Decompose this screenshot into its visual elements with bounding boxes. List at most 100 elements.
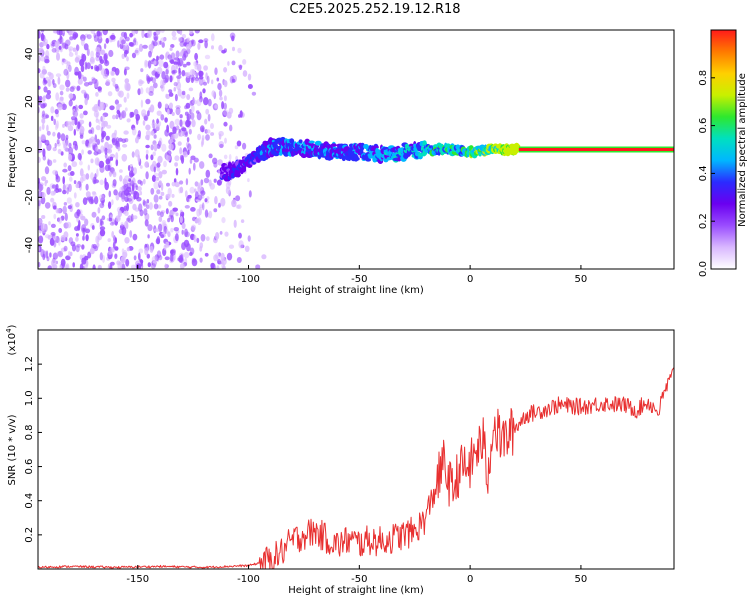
noise-speckle <box>221 101 225 110</box>
noise-speckle <box>216 265 220 269</box>
noise-speckle <box>171 70 176 74</box>
noise-speckle <box>197 194 203 201</box>
noise-speckle <box>53 205 57 210</box>
noise-speckle <box>58 217 63 224</box>
noise-speckle <box>96 168 99 177</box>
noise-speckle <box>127 165 131 172</box>
noise-speckle <box>164 263 167 269</box>
noise-speckle <box>79 113 84 119</box>
noise-speckle <box>161 41 165 48</box>
noise-speckle <box>40 133 46 142</box>
noise-speckle <box>150 154 154 161</box>
noise-speckle <box>64 43 69 50</box>
noise-speckle <box>112 179 117 187</box>
noise-speckle <box>234 145 239 150</box>
noise-speckle <box>132 203 137 211</box>
noise-speckle <box>153 194 159 203</box>
noise-speckle <box>142 44 148 49</box>
noise-speckle <box>134 30 139 35</box>
noise-speckle <box>109 171 112 177</box>
noise-speckle <box>79 168 84 177</box>
noise-speckle <box>99 179 104 186</box>
noise-speckle <box>59 264 63 269</box>
noise-speckle <box>81 244 85 250</box>
noise-speckle <box>91 191 96 195</box>
noise-speckle <box>75 236 79 242</box>
noise-speckle <box>210 123 214 129</box>
noise-speckle <box>133 167 137 175</box>
noise-speckle <box>132 233 138 241</box>
noise-speckle <box>201 202 205 211</box>
noise-speckle <box>168 200 173 207</box>
noise-speckle <box>170 249 174 255</box>
noise-speckle <box>80 65 85 73</box>
noise-speckle <box>197 42 201 50</box>
noise-speckle <box>52 79 55 85</box>
noise-speckle <box>112 241 116 249</box>
noise-speckle <box>156 189 161 195</box>
noise-speckle <box>57 103 63 111</box>
noise-speckle <box>38 140 42 149</box>
noise-speckle <box>56 52 60 61</box>
signal-blob <box>365 158 372 162</box>
noise-speckle <box>102 112 109 118</box>
noise-speckle <box>217 159 223 166</box>
noise-speckle <box>45 76 50 82</box>
noise-speckle <box>81 227 86 233</box>
noise-speckle <box>78 220 81 228</box>
noise-speckle <box>67 205 72 210</box>
signal-blob <box>478 151 482 157</box>
noise-speckle <box>167 218 171 223</box>
noise-speckle <box>160 182 164 191</box>
noise-speckle <box>177 141 182 146</box>
noise-speckle <box>69 36 74 41</box>
noise-speckle <box>172 207 178 212</box>
noise-speckle <box>40 56 46 62</box>
noise-speckle <box>173 61 179 66</box>
noise-speckle <box>126 118 131 123</box>
noise-speckle <box>205 108 210 115</box>
noise-speckle <box>70 171 75 176</box>
noise-speckle <box>163 61 169 69</box>
noise-speckle <box>91 211 97 218</box>
noise-speckle <box>63 59 68 65</box>
noise-speckle <box>52 169 58 175</box>
noise-speckle <box>104 181 109 191</box>
noise-speckle <box>65 134 69 140</box>
noise-speckle <box>72 47 77 52</box>
noise-speckle <box>149 104 155 113</box>
noise-speckle <box>50 115 54 121</box>
noise-speckle <box>172 126 177 134</box>
noise-speckle <box>96 138 101 145</box>
noise-speckle <box>247 235 251 242</box>
noise-speckle <box>148 50 152 58</box>
noise-speckle <box>123 68 127 76</box>
noise-speckle <box>107 148 112 154</box>
noise-speckle <box>204 54 211 60</box>
noise-speckle <box>139 259 144 264</box>
noise-speckle <box>202 88 206 94</box>
noise-speckle <box>99 252 103 261</box>
noise-speckle <box>51 47 57 53</box>
noise-speckle <box>123 96 127 103</box>
noise-speckle <box>77 70 82 80</box>
noise-speckle <box>206 75 210 85</box>
noise-speckle <box>224 137 227 144</box>
noise-speckle <box>156 55 159 61</box>
noise-speckle <box>99 101 105 111</box>
noise-speckle <box>198 70 204 77</box>
noise-speckle <box>74 71 80 76</box>
noise-speckle <box>189 252 193 256</box>
noise-speckle <box>47 265 53 269</box>
noise-speckle <box>208 210 213 219</box>
noise-speckle <box>89 59 95 65</box>
noise-speckle <box>124 107 128 112</box>
noise-speckle <box>205 134 210 141</box>
noise-speckle <box>165 154 171 162</box>
noise-speckle <box>77 121 81 130</box>
noise-speckle <box>68 30 73 36</box>
noise-speckle <box>68 52 74 57</box>
noise-speckle <box>165 208 169 215</box>
noise-speckle <box>116 109 121 115</box>
noise-speckle <box>191 258 198 267</box>
